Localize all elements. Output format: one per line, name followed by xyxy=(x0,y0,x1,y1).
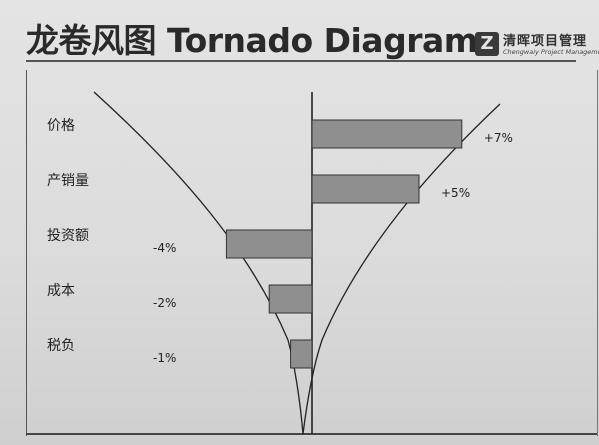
category-label: 税负 xyxy=(47,338,75,354)
value-label: +5% xyxy=(441,186,470,200)
chart-frame xyxy=(26,70,598,436)
tornado-bar xyxy=(268,284,313,314)
tornado-bar xyxy=(311,119,463,149)
funnel-curve-right xyxy=(302,103,501,435)
logo-mark-icon: Z xyxy=(475,32,499,56)
category-label: 价格 xyxy=(47,118,75,134)
page-title: 龙卷风图 Tornado Diagram xyxy=(26,21,478,60)
title-divider xyxy=(26,60,576,62)
logo-english-name: Chengwaiy Project Management xyxy=(503,48,599,56)
tornado-bar xyxy=(311,174,420,204)
category-label: 成本 xyxy=(47,283,75,299)
tornado-bar xyxy=(290,339,313,369)
brand-logo: Z 清晖项目管理 Chengwaiy Project Management xyxy=(475,30,599,64)
funnel-curve-left xyxy=(93,91,304,435)
tornado-bar xyxy=(225,229,313,259)
logo-chinese-name: 清晖项目管理 xyxy=(503,34,588,49)
value-label: -2% xyxy=(153,296,176,310)
value-label: -4% xyxy=(153,241,176,255)
value-label: +7% xyxy=(484,131,513,145)
value-label: -1% xyxy=(153,351,176,365)
category-label: 投资额 xyxy=(47,228,89,244)
category-label: 产销量 xyxy=(47,173,89,189)
